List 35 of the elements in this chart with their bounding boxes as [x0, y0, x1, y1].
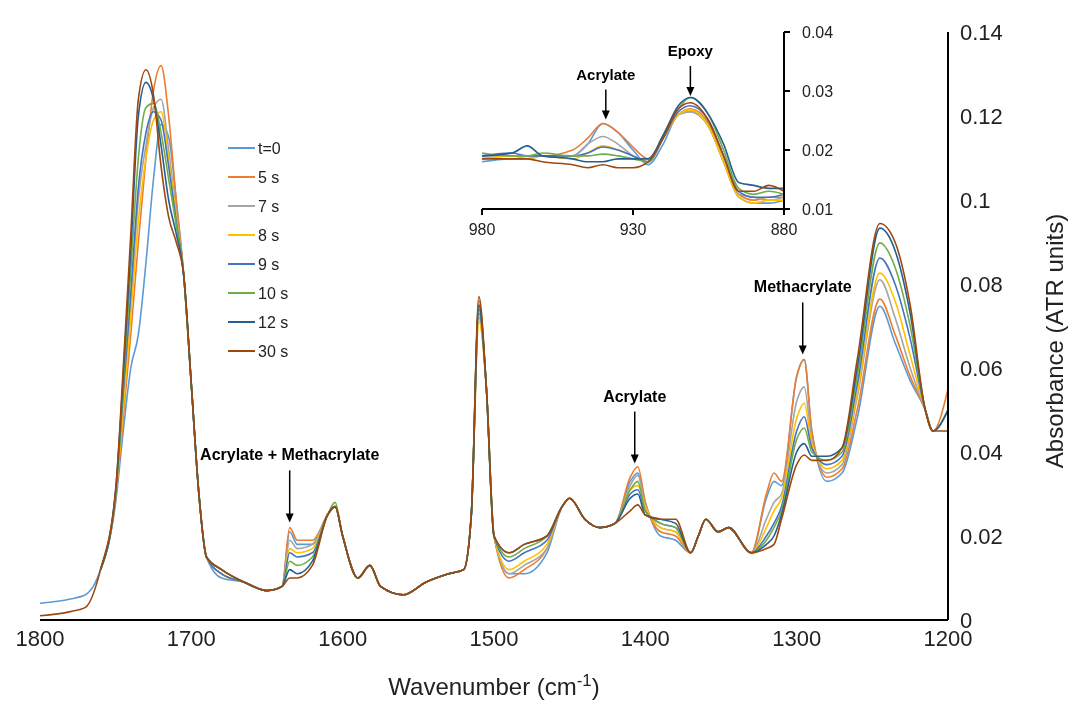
annotation: Methacrylate [753, 278, 852, 296]
y-tick-label: 0.12 [960, 103, 1003, 129]
y-tick-label: 0.04 [960, 439, 1003, 465]
legend-label: 10 s [258, 284, 289, 302]
y-tick-label: 0.04 [802, 23, 834, 41]
x-tick-label: 1800 [15, 626, 65, 651]
legend-label: t=0 [258, 139, 281, 157]
y-tick-label: 0.03 [802, 82, 834, 100]
legend-label: 8 s [258, 226, 280, 244]
y-tick-label: 0.14 [960, 19, 1003, 45]
y-tick-label: 0.08 [960, 271, 1003, 297]
legend-label: 5 s [258, 168, 280, 186]
legend-label: 7 s [258, 197, 280, 215]
annotation: Acrylate + Methacrylate [200, 446, 380, 464]
y-tick-label: 0.1 [960, 187, 991, 213]
legend-label: 12 s [258, 313, 289, 331]
x-tick-label: 930 [619, 221, 647, 238]
x-tick-label: 880 [770, 221, 798, 238]
y-tick-label: 0.02 [960, 523, 1003, 549]
y-tick-label: 0.06 [960, 355, 1003, 381]
x-tick-label: 1300 [772, 626, 822, 651]
y-tick-label: 0.01 [802, 200, 834, 218]
legend-label: 30 s [258, 342, 289, 360]
annotation: Acrylate [576, 65, 636, 83]
x-tick-label: 1400 [620, 626, 670, 651]
x-tick-label: 980 [468, 221, 496, 238]
x-tick-label: 1500 [469, 626, 519, 651]
y-tick-label: 0.02 [802, 141, 834, 159]
annotation: Acrylate [603, 387, 667, 405]
x-axis-title: Wavenumber (cm$^{-1}$) [388, 670, 600, 700]
y-axis-title: Absorbance (ATR units) [1041, 213, 1068, 469]
annotation: Epoxy [667, 41, 714, 59]
x-tick-label: 1600 [318, 626, 368, 651]
x-tick-label: 1700 [166, 626, 216, 651]
legend-label: 9 s [258, 255, 280, 273]
